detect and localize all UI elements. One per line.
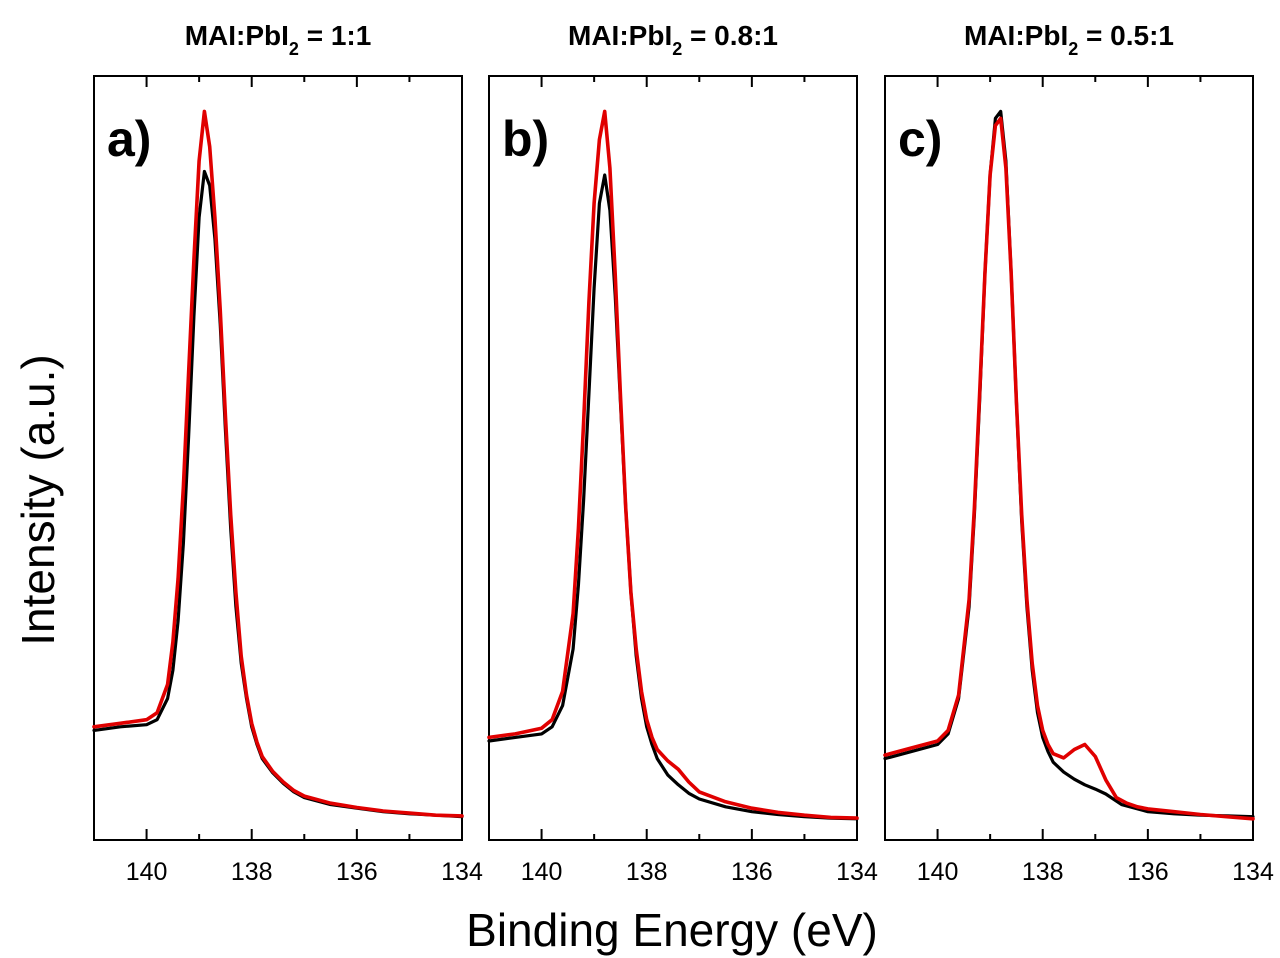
x-tick-label: 140 [126, 858, 168, 886]
panel-2: 140 138 136 134 b) MAI:PbI2 = 0.8:1 [487, 20, 878, 886]
title-suffix: = 1:1 [299, 20, 371, 51]
y-axis-label: Intensity (a.u.) [12, 354, 64, 645]
plot-frame [488, 75, 858, 841]
x-tick-label: 140 [917, 858, 959, 886]
title-prefix: MAI:PbI [964, 20, 1068, 51]
panel-1: 140 138 136 134 a) MAI:PbI2 = 1:1 [92, 20, 483, 886]
x-tick-label: 140 [521, 858, 563, 886]
series-line-2 [487, 109, 859, 820]
x-tick-label: 134 [1232, 858, 1274, 886]
panel-title: MAI:PbI2 = 1:1 [185, 20, 372, 59]
title-suffix: = 0.5:1 [1078, 20, 1174, 51]
panel-letter: c) [898, 111, 942, 167]
series-line-1 [487, 173, 859, 821]
title-prefix: MAI:PbI [185, 20, 289, 51]
panel-title: MAI:PbI2 = 0.5:1 [964, 20, 1174, 59]
panel-title: MAI:PbI2 = 0.8:1 [568, 20, 778, 59]
series-line-2 [883, 116, 1255, 821]
x-axis-label: Binding Energy (eV) [466, 904, 878, 956]
x-tick-label: 138 [1022, 858, 1064, 886]
title-prefix: MAI:PbI [568, 20, 672, 51]
x-tick-label: 138 [626, 858, 668, 886]
x-tick-label: 136 [336, 858, 378, 886]
plot-frame [884, 75, 1254, 841]
title-suffix: = 0.8:1 [682, 20, 778, 51]
x-tick-label: 136 [731, 858, 773, 886]
x-tick-label: 138 [231, 858, 273, 886]
panel-letter: b) [502, 111, 549, 167]
title-subscript: 2 [672, 39, 682, 59]
panel-letter: a) [107, 111, 151, 167]
series-line-2 [92, 109, 464, 818]
x-tick-label: 134 [441, 858, 483, 886]
title-subscript: 2 [289, 39, 299, 59]
panel-3: 140 138 136 134 c) MAI:PbI2 = 0.5:1 [883, 20, 1274, 886]
title-subscript: 2 [1068, 39, 1078, 59]
x-tick-label: 136 [1127, 858, 1169, 886]
plot-frame [93, 75, 463, 841]
x-tick-label: 134 [836, 858, 878, 886]
series-line-1 [883, 109, 1255, 819]
